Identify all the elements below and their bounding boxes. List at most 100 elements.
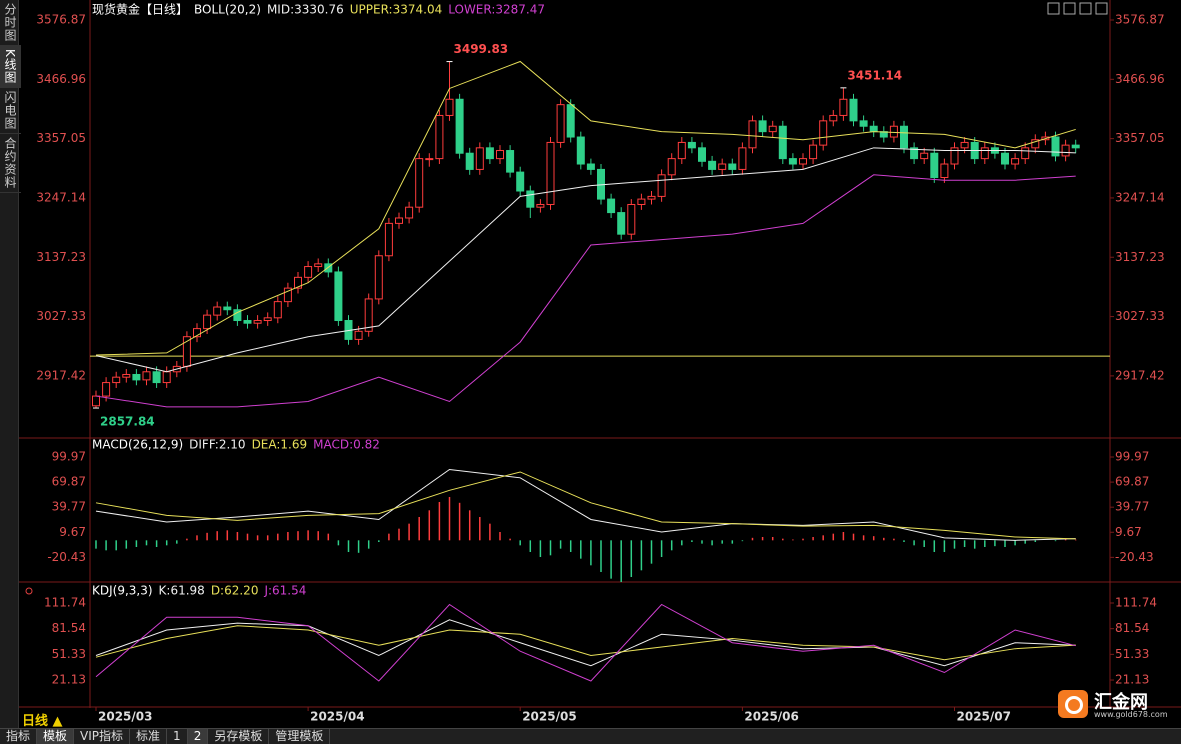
candle-body bbox=[546, 141, 555, 205]
candle-body bbox=[698, 147, 706, 162]
legend-entry: MID:3330.76 bbox=[267, 3, 344, 17]
y-tick-label: 21.13 bbox=[52, 673, 86, 687]
y-tick-label: 9.67 bbox=[59, 525, 86, 539]
candle-body bbox=[667, 158, 676, 176]
candle-body bbox=[294, 276, 302, 289]
y-tick-label: 3027.33 bbox=[1115, 309, 1165, 323]
candle-body bbox=[799, 158, 807, 165]
candle-body bbox=[1071, 144, 1080, 149]
indicator-line bbox=[95, 147, 1076, 373]
candle-body bbox=[112, 376, 121, 384]
y-tick-label: 3247.14 bbox=[1115, 190, 1165, 204]
y-tick-label: 99.97 bbox=[52, 450, 86, 464]
y-tick-label: 3576.87 bbox=[1115, 13, 1165, 27]
bottom-tab[interactable]: 指标 bbox=[0, 729, 38, 744]
candle-body bbox=[839, 98, 848, 116]
y-tick-label: 3576.87 bbox=[36, 13, 86, 27]
y-tick-label: 9.67 bbox=[1115, 525, 1142, 539]
x-tick-label: 2025/06 bbox=[744, 710, 798, 724]
candle-body bbox=[950, 147, 959, 165]
side-menu-item[interactable]: 闪电图 bbox=[0, 88, 21, 134]
candle-body bbox=[849, 98, 858, 122]
price-annotation: 3451.14 bbox=[847, 68, 902, 82]
bottom-tab[interactable]: 另存模板 bbox=[208, 729, 270, 744]
candle-body bbox=[576, 136, 585, 165]
candle-body bbox=[809, 144, 818, 160]
candle-body bbox=[607, 198, 616, 214]
candle-body bbox=[738, 147, 747, 170]
bottom-tab[interactable]: 模板 bbox=[37, 729, 75, 744]
legend-entry: UPPER:3374.04 bbox=[350, 3, 442, 17]
chart-title: 现货黄金【日线】 bbox=[92, 2, 188, 17]
candle-body bbox=[687, 141, 696, 149]
candle-body bbox=[354, 330, 363, 340]
candle-body bbox=[859, 120, 868, 127]
candle-body bbox=[910, 147, 919, 160]
y-tick-label: 81.54 bbox=[1115, 621, 1149, 635]
candle-body bbox=[1061, 144, 1070, 157]
candle-body bbox=[213, 306, 222, 316]
candle-body bbox=[374, 255, 383, 300]
side-menu-item[interactable]: 分时图 bbox=[0, 0, 21, 46]
legend-entry: DEA:1.69 bbox=[252, 438, 308, 452]
y-tick-label: 3466.96 bbox=[36, 72, 86, 86]
candle-body bbox=[92, 395, 100, 407]
candle-body bbox=[475, 147, 484, 170]
y-tick-label: 3027.33 bbox=[36, 309, 86, 323]
candle-body bbox=[364, 298, 373, 332]
x-tick-label: 2025/05 bbox=[522, 710, 576, 724]
candle-body bbox=[435, 114, 444, 160]
candle-body bbox=[496, 150, 504, 160]
y-tick-label: 3137.23 bbox=[36, 250, 86, 264]
bottom-tab[interactable]: 1 bbox=[167, 729, 188, 744]
candle-body bbox=[920, 152, 929, 160]
side-menu-item[interactable]: K线图 bbox=[0, 46, 21, 88]
y-tick-label: 99.97 bbox=[1115, 450, 1149, 464]
bottom-tab[interactable]: VIP指标 bbox=[74, 729, 131, 744]
price-annotation: 2857.84 bbox=[100, 415, 155, 429]
settings-icon[interactable] bbox=[25, 587, 33, 595]
legend-entry: MACD:0.82 bbox=[313, 438, 380, 452]
period-button[interactable]: 日线 ▲ bbox=[22, 714, 63, 729]
x-tick-label: 2025/03 bbox=[98, 710, 152, 724]
x-tick-label: 2025/07 bbox=[957, 710, 1011, 724]
bottom-tab[interactable]: 2 bbox=[187, 729, 209, 744]
candle-body bbox=[142, 371, 151, 381]
candle-body bbox=[102, 382, 111, 397]
window-buttons[interactable] bbox=[1047, 2, 1108, 15]
indicator-line bbox=[95, 468, 1076, 541]
bottom-tabs: 指标 模板 VIP指标 标准 1 2 另存模板 管理模板 bbox=[0, 728, 1181, 744]
candle-body bbox=[960, 141, 969, 149]
chart-title: MACD(26,12,9) bbox=[92, 438, 183, 452]
candle-body bbox=[465, 152, 474, 170]
bottom-tab[interactable]: 管理模板 bbox=[269, 729, 331, 744]
bottom-tab[interactable]: 标准 bbox=[130, 729, 168, 744]
candle-body bbox=[617, 212, 626, 235]
logo-name: 汇金网 bbox=[1094, 692, 1148, 713]
candle-body bbox=[940, 163, 949, 179]
candle-body bbox=[728, 163, 737, 170]
side-menu-item[interactable]: 合约资料 bbox=[0, 134, 21, 193]
candle-body bbox=[768, 125, 777, 133]
indicator-line bbox=[95, 603, 1076, 682]
y-tick-label: 3357.05 bbox=[36, 131, 86, 145]
logo: 汇金网 www.gold678.com bbox=[1058, 688, 1172, 720]
indicator-line bbox=[95, 471, 1076, 540]
candle-body bbox=[900, 125, 908, 149]
candle-body bbox=[263, 317, 272, 322]
legend-entry: DIFF:2.10 bbox=[189, 438, 245, 452]
candle-body bbox=[152, 371, 161, 384]
y-tick-label: 51.33 bbox=[52, 647, 86, 661]
y-tick-label: 51.33 bbox=[1115, 647, 1149, 661]
indicator-line bbox=[95, 60, 1076, 356]
candle-body bbox=[455, 98, 464, 154]
candle-body bbox=[485, 147, 494, 160]
candle-body bbox=[193, 328, 201, 338]
candle-body bbox=[536, 203, 545, 208]
candle-body bbox=[223, 306, 232, 311]
candle-body bbox=[203, 314, 212, 330]
y-tick-label: -20.43 bbox=[47, 550, 86, 564]
candle-body bbox=[253, 320, 262, 324]
y-tick-label: 3466.96 bbox=[1115, 72, 1165, 86]
